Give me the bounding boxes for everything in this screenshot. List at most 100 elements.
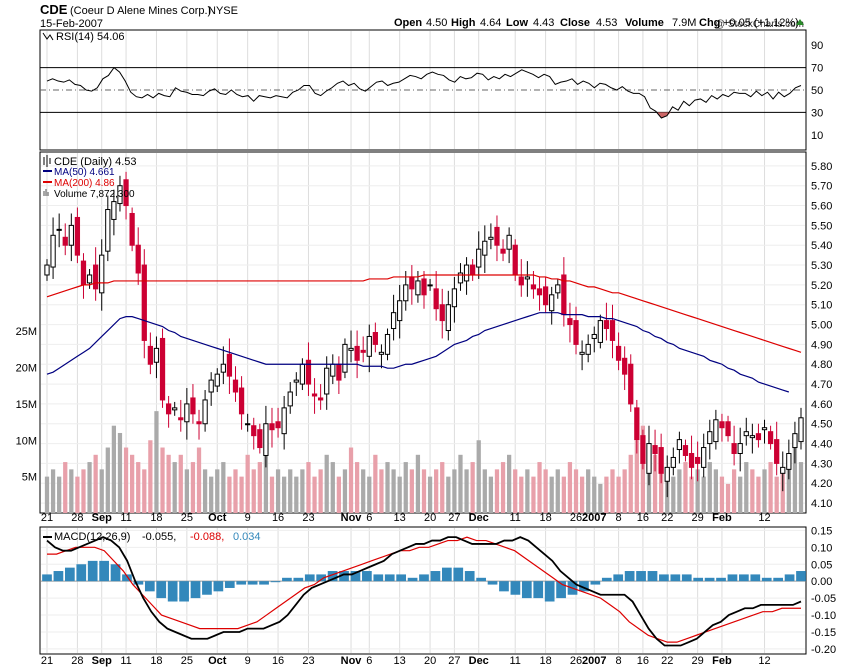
macd-legend: MACD(12,26,9) -0.055, -0.088, 0.034 — [43, 531, 261, 543]
macd-histogram-bar — [122, 574, 132, 582]
low-value: 4.43 — [533, 17, 554, 29]
volume-bar — [452, 469, 457, 513]
volume-bar — [117, 432, 123, 513]
candle — [518, 259, 524, 297]
candle — [378, 344, 385, 369]
candle-body — [190, 397, 196, 415]
candle — [445, 290, 451, 341]
candle — [190, 384, 196, 424]
x-tick-label: Oct — [208, 655, 227, 667]
x-tick-label: 18 — [539, 512, 551, 524]
candle-body — [74, 216, 81, 256]
candle — [421, 271, 427, 309]
volume-bar — [610, 469, 615, 513]
candle-body — [129, 212, 135, 246]
x-tick-label: Dec — [469, 655, 489, 667]
high-label: High — [451, 17, 476, 29]
macd-label: MACD(12,26,9) — [54, 531, 130, 543]
candle — [524, 261, 530, 297]
volume-bar — [798, 462, 804, 513]
volume-bar — [227, 476, 232, 513]
candle — [482, 225, 488, 273]
candle — [646, 425, 652, 486]
ma50-line — [46, 312, 790, 393]
candle — [311, 378, 318, 414]
candle — [688, 435, 695, 480]
volume-legend: Volume 7,872,300 — [54, 189, 135, 200]
x-tick-label: 22 — [661, 512, 673, 524]
x-tick-label: Feb — [712, 655, 732, 667]
candle — [463, 257, 470, 295]
x-tick-label: 18 — [539, 655, 551, 667]
x-tick-label: 25 — [181, 655, 193, 667]
candle — [774, 421, 780, 476]
volume-bar — [142, 469, 147, 513]
volume-bar — [500, 462, 506, 513]
candle — [737, 427, 743, 472]
volume-bar — [342, 469, 348, 513]
macd-tick-label: 0.10 — [811, 542, 832, 554]
candle — [585, 334, 591, 363]
candle-body — [476, 248, 482, 268]
price-tick-label: 5.40 — [811, 240, 832, 252]
x-tick-label: 21 — [41, 512, 53, 524]
candle-body — [670, 456, 676, 468]
candle — [372, 322, 378, 353]
open-label: Open — [394, 17, 422, 29]
high-value: 4.64 — [480, 17, 501, 29]
candle — [451, 276, 458, 323]
rsi-series — [46, 66, 802, 119]
macd-histogram-bar — [647, 571, 658, 582]
candle-body — [463, 264, 470, 282]
macd-histogram-bar — [202, 581, 212, 595]
macd-histogram-bar — [693, 577, 704, 582]
macd-histogram-bar — [190, 581, 201, 599]
candle — [238, 376, 245, 430]
candle-body — [488, 236, 494, 240]
candle — [348, 330, 354, 363]
volume-bar — [190, 462, 196, 513]
candle-body — [159, 337, 166, 401]
candle-body — [421, 278, 427, 296]
candle — [141, 249, 147, 359]
macd-histogram-bar — [761, 577, 772, 582]
candle — [384, 328, 391, 361]
volume-bar — [245, 454, 250, 513]
volume-bar — [671, 476, 676, 513]
candle-body — [141, 264, 147, 341]
macd-histogram-bar — [110, 564, 121, 582]
candle-body — [378, 351, 385, 355]
candle — [111, 189, 117, 236]
candle — [172, 401, 178, 416]
volume-bar — [598, 483, 603, 513]
volume-bar — [744, 462, 749, 513]
macd-histogram-bar — [270, 581, 281, 583]
volume-bar — [731, 469, 737, 513]
candle — [220, 346, 226, 385]
macd-histogram-bar — [87, 560, 98, 582]
volume-bar — [263, 447, 269, 513]
candle — [305, 342, 312, 396]
candle-body — [542, 286, 549, 306]
candle-body — [506, 234, 512, 250]
candle — [293, 372, 299, 396]
volume-bar — [464, 469, 469, 513]
candle — [281, 395, 287, 450]
volume-bar — [446, 476, 451, 513]
volume-bar — [44, 476, 50, 513]
candle-body — [774, 439, 780, 464]
macd-histogram-bar — [419, 574, 429, 582]
volume-bar — [50, 469, 56, 513]
volume-bar — [379, 469, 384, 513]
volume-bar — [233, 469, 238, 513]
volume-bar — [494, 469, 500, 513]
price-tick-label: 5.00 — [811, 320, 832, 332]
candle-body — [445, 304, 451, 332]
candle — [549, 286, 555, 325]
macd-histogram-bar — [521, 581, 532, 599]
rsi-tick-label: 10 — [811, 130, 823, 142]
candle-body — [105, 209, 111, 252]
macd-value: -0.055, — [142, 531, 176, 543]
candle-body — [354, 345, 360, 361]
volume-value: 7.9M — [672, 17, 696, 29]
